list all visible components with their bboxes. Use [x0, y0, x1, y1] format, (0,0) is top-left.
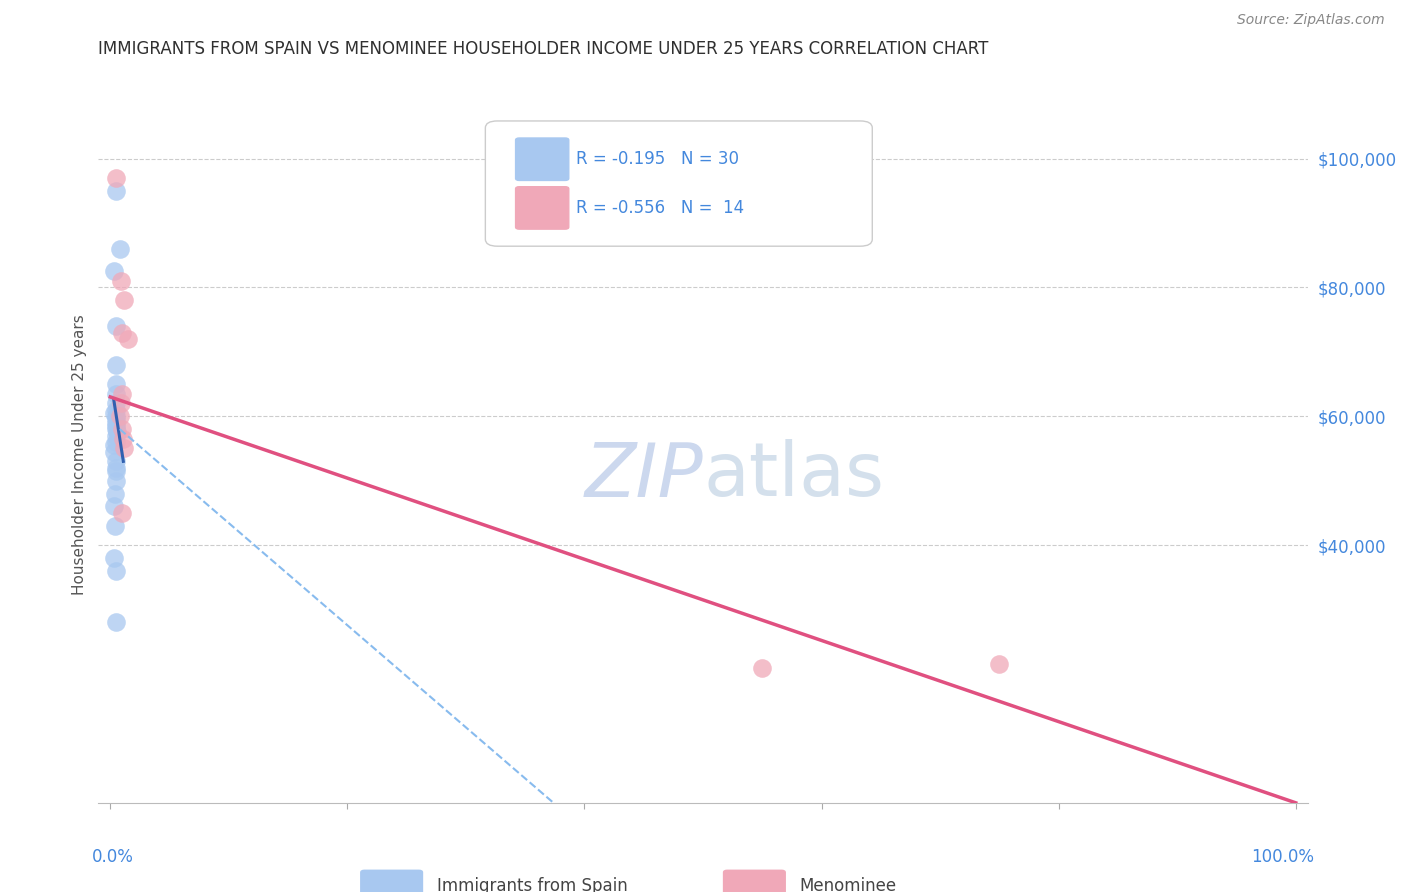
Point — [105, 422, 128, 436]
Text: Menominee: Menominee — [800, 878, 897, 892]
Point — [105, 170, 128, 185]
Point — [111, 422, 134, 436]
Y-axis label: Householder Income Under 25 years: Householder Income Under 25 years — [72, 315, 87, 595]
Text: 0.0%: 0.0% — [93, 848, 134, 866]
Point — [105, 454, 128, 468]
Point — [105, 412, 128, 426]
Point — [117, 332, 139, 346]
Point — [114, 442, 136, 456]
Text: IMMIGRANTS FROM SPAIN VS MENOMINEE HOUSEHOLDER INCOME UNDER 25 YEARS CORRELATION: IMMIGRANTS FROM SPAIN VS MENOMINEE HOUSE… — [98, 40, 988, 58]
Point — [105, 184, 128, 198]
FancyBboxPatch shape — [361, 871, 422, 892]
Point — [110, 396, 132, 410]
Text: ZIP: ZIP — [585, 440, 703, 512]
Point — [103, 264, 125, 278]
Point — [105, 416, 128, 430]
Point — [111, 506, 134, 520]
Text: Immigrants from Spain: Immigrants from Spain — [437, 878, 627, 892]
Point — [103, 438, 125, 452]
Point — [108, 242, 131, 256]
Point — [108, 409, 131, 424]
FancyBboxPatch shape — [516, 138, 569, 180]
Point — [104, 486, 127, 500]
Point — [105, 377, 128, 392]
Point — [751, 660, 773, 674]
Point — [105, 409, 128, 424]
FancyBboxPatch shape — [516, 186, 569, 229]
Point — [105, 396, 128, 410]
Text: R = -0.556   N =  14: R = -0.556 N = 14 — [576, 199, 744, 217]
Point — [111, 386, 134, 401]
Point — [110, 274, 132, 288]
Text: R = -0.195   N = 30: R = -0.195 N = 30 — [576, 150, 740, 169]
Point — [105, 474, 128, 488]
FancyBboxPatch shape — [724, 871, 785, 892]
Point — [103, 500, 125, 514]
Point — [105, 425, 128, 440]
Point — [103, 444, 125, 458]
FancyBboxPatch shape — [485, 121, 872, 246]
Point — [103, 551, 125, 566]
Text: atlas: atlas — [703, 439, 884, 512]
Point — [105, 428, 128, 442]
Point — [114, 293, 136, 308]
Text: 100.0%: 100.0% — [1250, 848, 1313, 866]
Point — [105, 419, 128, 434]
Point — [112, 432, 135, 446]
Point — [105, 435, 128, 450]
Point — [105, 402, 128, 417]
Point — [105, 358, 128, 372]
Point — [105, 319, 128, 334]
Text: Source: ZipAtlas.com: Source: ZipAtlas.com — [1237, 13, 1385, 28]
Point — [988, 657, 1011, 672]
Point — [105, 615, 128, 630]
Point — [104, 518, 127, 533]
Point — [103, 406, 125, 420]
Point — [111, 326, 134, 340]
Point — [105, 564, 128, 578]
Point — [105, 460, 128, 475]
Point — [105, 386, 128, 401]
Point — [105, 464, 128, 478]
